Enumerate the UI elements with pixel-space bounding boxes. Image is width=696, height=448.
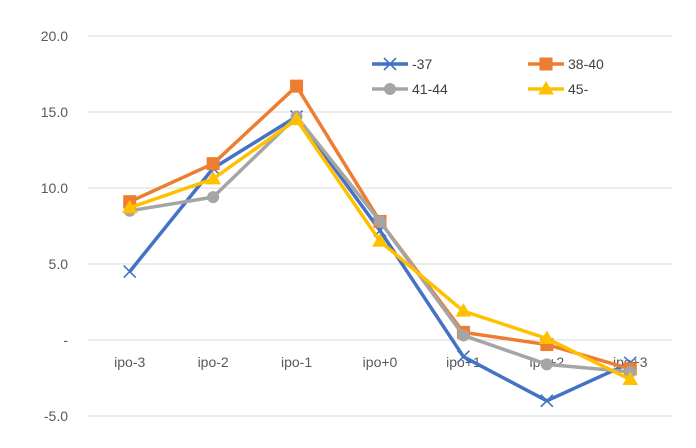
x-tick-label: ipo+0 bbox=[363, 354, 398, 370]
x-tick-label: ipo-3 bbox=[114, 354, 145, 370]
y-tick-label: 10.0 bbox=[41, 180, 68, 196]
y-tick-label: - bbox=[63, 332, 68, 348]
y-tick-label: 20.0 bbox=[41, 28, 68, 44]
series-lines bbox=[121, 79, 639, 408]
series-38-40 bbox=[123, 79, 637, 376]
legend-label: 45- bbox=[568, 81, 589, 97]
series-45- bbox=[121, 111, 639, 386]
data-point bbox=[123, 265, 137, 279]
legend-item: 41-44 bbox=[372, 81, 448, 97]
data-point bbox=[372, 233, 388, 247]
y-tick-label: 15.0 bbox=[41, 104, 68, 120]
data-point bbox=[288, 111, 305, 126]
data-point bbox=[207, 191, 220, 204]
legend: -37 38-40 41-44 45- bbox=[372, 56, 604, 97]
data-point bbox=[205, 170, 222, 185]
legend-item: -37 bbox=[372, 56, 432, 72]
legend-marker bbox=[538, 81, 554, 95]
data-point bbox=[206, 157, 220, 171]
data-point bbox=[121, 199, 138, 214]
legend-marker bbox=[539, 57, 553, 71]
data-point bbox=[538, 330, 555, 344]
series-line bbox=[129, 117, 632, 382]
y-axis-tick-labels: 20.0 15.0 10.0 5.0 - -5.0 bbox=[41, 28, 69, 424]
legend-label: 41-44 bbox=[412, 81, 448, 97]
legend-marker bbox=[383, 57, 397, 71]
y-tick-label: 5.0 bbox=[49, 256, 69, 272]
legend-label: 38-40 bbox=[568, 56, 604, 72]
y-tick-label: -5.0 bbox=[44, 408, 68, 424]
legend-label: -37 bbox=[412, 56, 432, 72]
data-point bbox=[374, 215, 386, 228]
data-point bbox=[290, 79, 304, 93]
data-point bbox=[540, 394, 554, 408]
legend-item: 38-40 bbox=[528, 56, 604, 72]
data-point bbox=[455, 303, 472, 317]
x-tick-label: ipo-2 bbox=[198, 354, 229, 370]
legend-marker bbox=[384, 83, 396, 95]
data-point bbox=[456, 350, 470, 364]
x-tick-label: ipo-1 bbox=[281, 354, 312, 370]
legend-item: 45- bbox=[528, 81, 589, 97]
data-point bbox=[457, 329, 470, 342]
data-point bbox=[540, 358, 553, 371]
data-point bbox=[622, 371, 639, 386]
x-tick-label: ipo+1 bbox=[446, 354, 481, 370]
